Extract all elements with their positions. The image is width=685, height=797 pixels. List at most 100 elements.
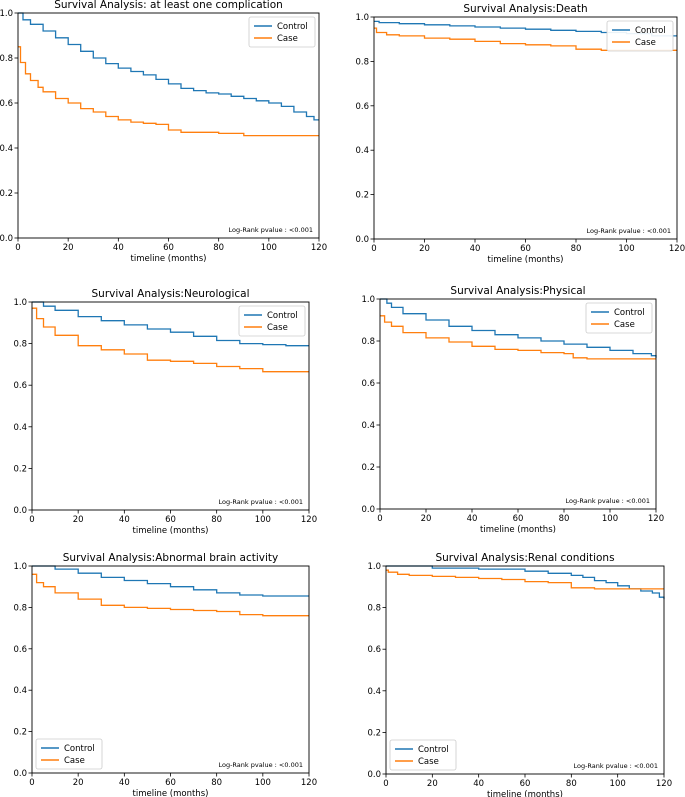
y-tick-label: 1.0	[355, 13, 369, 23]
y-tick-label: 0.2	[367, 728, 381, 738]
x-tick-label: 40	[113, 243, 124, 253]
legend-box	[238, 305, 306, 337]
y-tick-label: 0.8	[355, 57, 369, 67]
legend: Control Case	[35, 738, 103, 770]
legend: Control Case	[248, 16, 316, 48]
x-tick-label: 0	[371, 244, 376, 254]
chart-panel-6: 0 20 40 60 80 100 120 0.0 0.2 0.4 0.6 0.8 1.0 Surviva…	[367, 552, 672, 797]
y-tick-label: 1.0	[0, 9, 13, 19]
y-tick-label: 0.8	[367, 604, 381, 614]
chart-title: Survival Analysis:Renal conditions	[435, 552, 614, 564]
y-tick-label: 0.2	[361, 463, 375, 473]
x-axis-label: timeline (months)	[133, 789, 209, 797]
legend: Control Case	[389, 739, 457, 771]
y-tick-label: 0.6	[13, 645, 27, 655]
y-tick-label: 0.6	[367, 645, 381, 655]
x-tick-label: 120	[301, 778, 317, 788]
legend: Control Case	[606, 20, 674, 52]
chart-panel-1: 0 20 40 60 80 100 120 0.0 0.2 0.4 0.6 0.8 1.0 Surviva…	[0, 0, 327, 264]
x-tick-label: 100	[602, 514, 618, 524]
legend: Control Case	[238, 305, 306, 337]
chart-title: Survival Analysis:Death	[463, 3, 587, 15]
logrank-annotation: Log-Rank pvalue : <0.001	[573, 762, 658, 770]
x-tick-label: 80	[571, 244, 582, 254]
legend-label-case: Case	[614, 320, 635, 330]
x-tick-label: 80	[566, 779, 577, 789]
x-tick-label: 60	[165, 515, 176, 525]
legend-label-control: Control	[267, 311, 298, 321]
x-axis-label: timeline (months)	[487, 790, 563, 797]
y-tick-label: 0.8	[0, 54, 13, 64]
x-tick-label: 100	[255, 778, 271, 788]
y-tick-label: 0.0	[355, 235, 369, 245]
x-tick-label: 80	[211, 778, 222, 788]
x-tick-label: 20	[419, 244, 430, 254]
x-axis-label: timeline (months)	[133, 526, 209, 536]
y-tick-label: 0.8	[361, 337, 375, 347]
x-tick-label: 120	[311, 243, 327, 253]
x-tick-label: 60	[520, 779, 531, 789]
x-tick-label: 0	[29, 778, 34, 788]
y-tick-label: 0.8	[13, 340, 27, 350]
x-tick-label: 40	[473, 779, 484, 789]
series-line-control	[380, 298, 657, 358]
legend-label-case: Case	[267, 323, 288, 333]
x-tick-label: 0	[15, 243, 20, 253]
x-tick-label: 40	[470, 244, 481, 254]
y-tick-label: 0.8	[13, 603, 27, 613]
chart-panel-2: 0 20 40 60 80 100 120 0.0 0.2 0.4 0.6 0.8 1.0 Surviva…	[355, 3, 685, 265]
legend-box	[248, 16, 316, 48]
legend-label-control: Control	[277, 22, 308, 32]
x-tick-label: 80	[211, 515, 222, 525]
series-line-case	[32, 573, 309, 617]
legend-box	[35, 738, 103, 770]
x-tick-label: 40	[467, 514, 478, 524]
x-axis-label: timeline (months)	[131, 254, 207, 264]
x-tick-label: 100	[261, 243, 277, 253]
x-axis-label: timeline (months)	[488, 255, 564, 265]
y-tick-label: 1.0	[13, 298, 27, 308]
y-tick-label: 1.0	[13, 562, 27, 572]
chart-title: Survival Analysis:Physical	[450, 285, 585, 297]
x-tick-label: 100	[618, 244, 634, 254]
legend-label-control: Control	[64, 744, 95, 754]
legend-label-control: Control	[418, 745, 449, 755]
x-tick-label: 100	[610, 779, 626, 789]
logrank-annotation: Log-Rank pvalue : <0.001	[565, 497, 650, 505]
y-tick-label: 0.6	[355, 102, 369, 112]
y-tick-label: 0.0	[361, 505, 375, 515]
x-tick-label: 20	[73, 515, 84, 525]
y-tick-label: 0.4	[361, 421, 375, 431]
legend-box	[585, 302, 653, 334]
y-tick-label: 1.0	[367, 562, 381, 572]
legend-label-control: Control	[614, 308, 645, 318]
chart-title: Survival Analysis:Neurological	[92, 288, 250, 300]
series-line-case	[374, 27, 677, 51]
y-tick-label: 0.6	[0, 99, 13, 109]
x-tick-label: 80	[559, 514, 570, 524]
x-tick-label: 80	[213, 243, 224, 253]
chart-title: Survival Analysis: at least one complica…	[54, 0, 283, 11]
y-tick-label: 0.0	[0, 234, 13, 244]
logrank-annotation: Log-Rank pvalue : <0.001	[218, 761, 303, 769]
y-tick-label: 1.0	[361, 295, 375, 305]
logrank-annotation: Log-Rank pvalue : <0.001	[218, 498, 303, 506]
y-tick-label: 0.6	[361, 379, 375, 389]
y-tick-label: 0.0	[13, 506, 27, 516]
x-tick-label: 120	[669, 244, 685, 254]
x-tick-label: 60	[163, 243, 174, 253]
x-tick-label: 40	[119, 778, 130, 788]
x-tick-label: 20	[427, 779, 438, 789]
y-tick-label: 0.0	[367, 770, 381, 780]
y-tick-label: 0.6	[13, 381, 27, 391]
y-tick-label: 0.2	[355, 191, 369, 201]
x-tick-label: 20	[63, 243, 74, 253]
y-tick-label: 0.4	[13, 686, 27, 696]
legend: Control Case	[585, 302, 653, 334]
y-tick-label: 0.4	[0, 144, 13, 154]
x-tick-label: 20	[421, 514, 432, 524]
y-tick-label: 0.0	[13, 769, 27, 779]
logrank-annotation: Log-Rank pvalue : <0.001	[228, 226, 313, 234]
x-tick-label: 100	[255, 515, 271, 525]
